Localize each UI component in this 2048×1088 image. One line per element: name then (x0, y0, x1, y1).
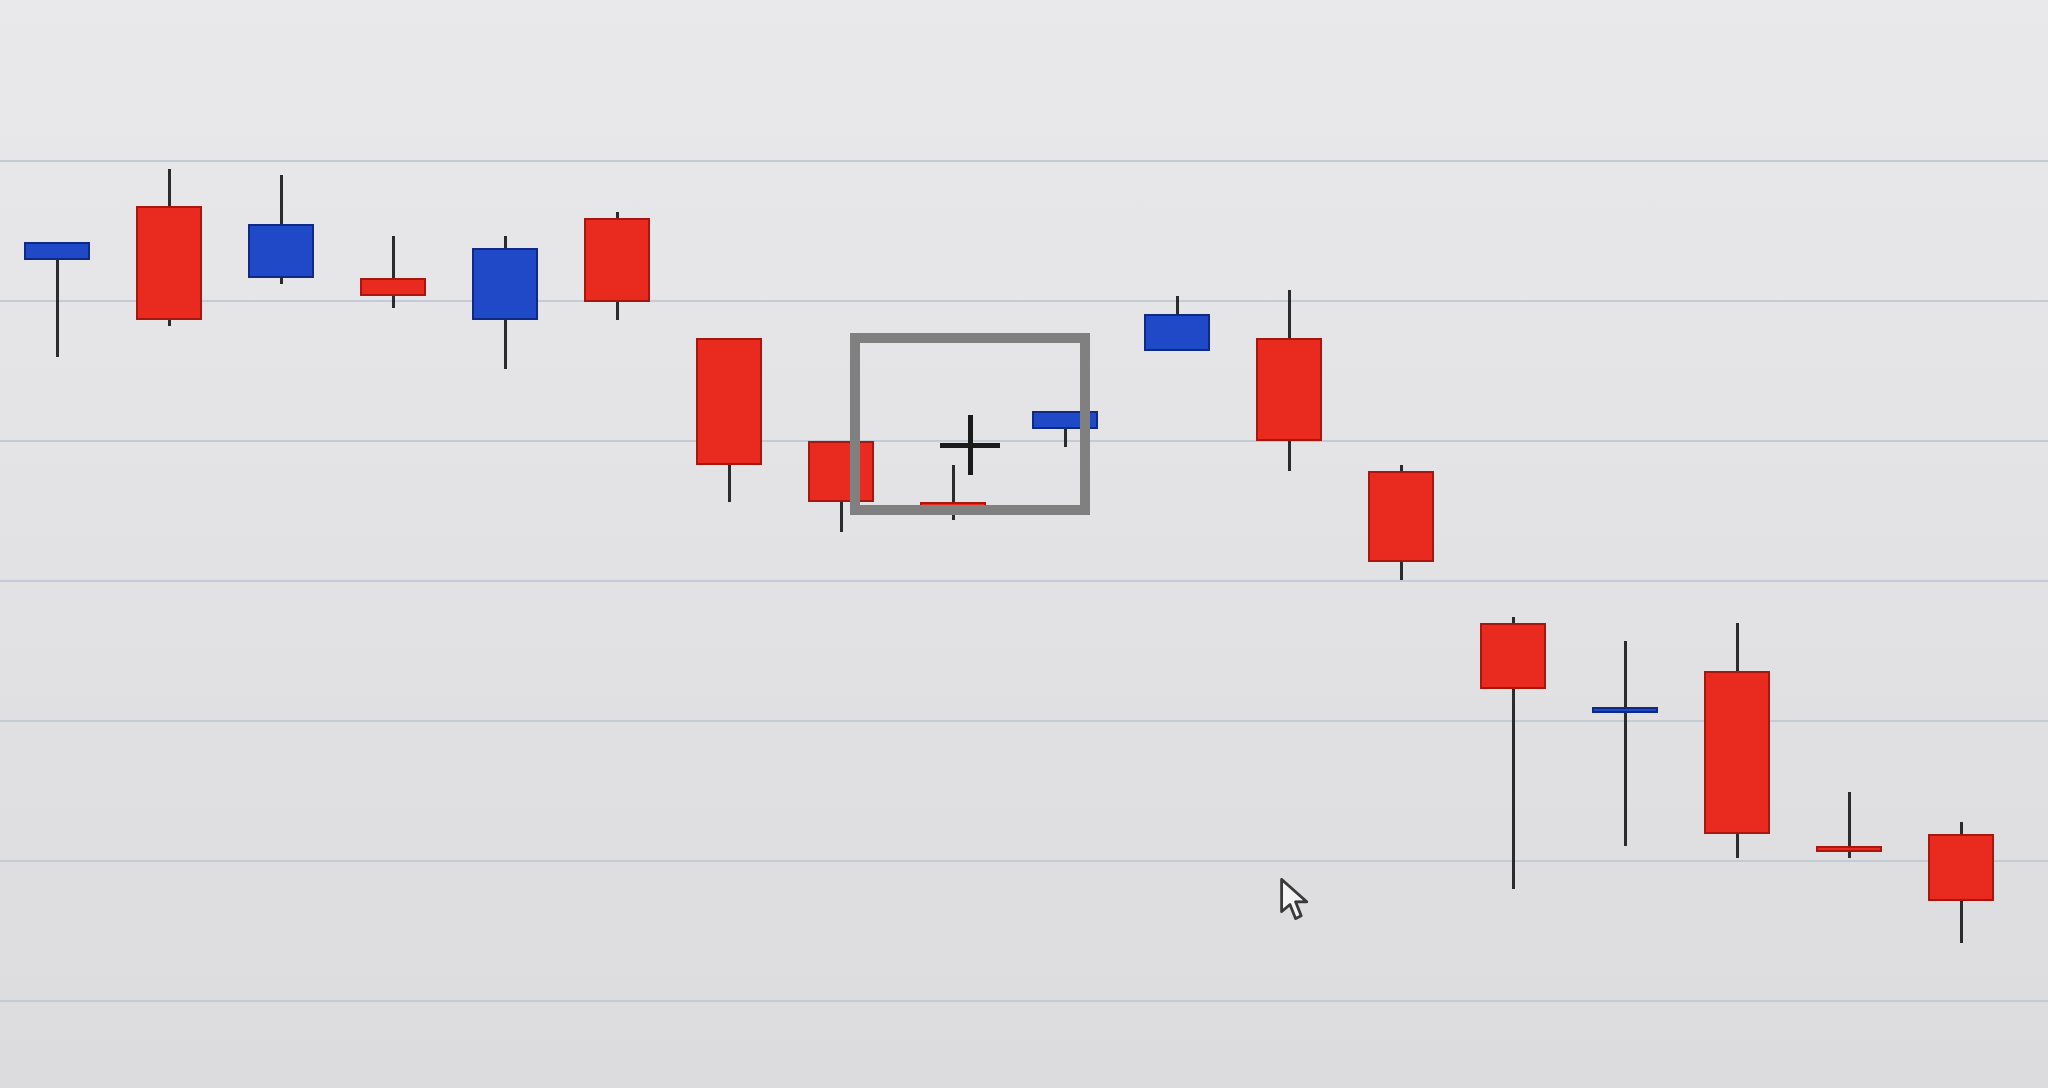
candle-body[interactable] (24, 242, 90, 260)
candle-body[interactable] (248, 224, 314, 278)
candle-body[interactable] (1928, 834, 1994, 900)
candle-body[interactable] (136, 206, 202, 321)
candle-body[interactable] (1480, 623, 1546, 689)
candle-body[interactable] (1704, 671, 1770, 834)
gridline (0, 860, 2048, 862)
gridline (0, 580, 2048, 582)
gridline (0, 160, 2048, 162)
candle-body[interactable] (1368, 471, 1434, 562)
candlestick-chart[interactable] (0, 0, 2048, 1088)
candle-body[interactable] (360, 278, 426, 296)
cursor-arrow-icon (1280, 878, 1314, 931)
candle-body[interactable] (472, 248, 538, 321)
candle-body[interactable] (696, 338, 762, 465)
crosshair-vertical (968, 415, 973, 475)
candle-body[interactable] (1816, 846, 1882, 852)
gridline (0, 1000, 2048, 1002)
candle-body[interactable] (584, 218, 650, 303)
candle-body[interactable] (1592, 707, 1658, 713)
candle-wick (392, 236, 395, 309)
candle-body[interactable] (1144, 314, 1210, 350)
candle-wick (1624, 641, 1627, 847)
gridline (0, 300, 2048, 302)
candle-body[interactable] (1256, 338, 1322, 441)
